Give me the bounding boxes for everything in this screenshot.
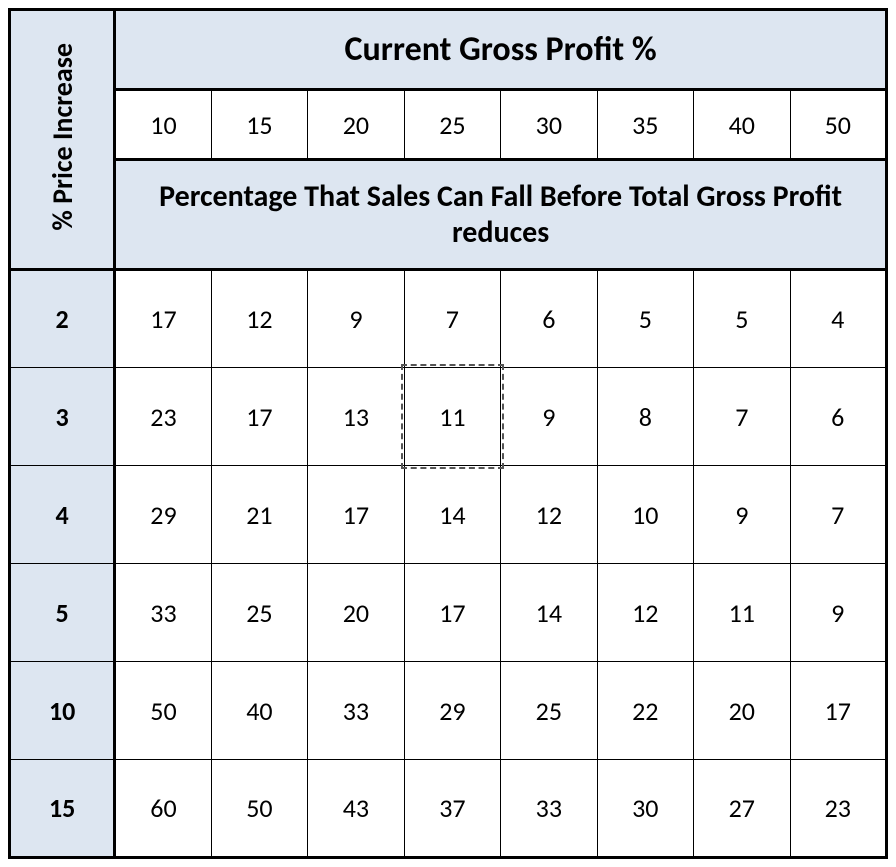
data-cell: 30 xyxy=(597,760,693,858)
data-cell: 11 xyxy=(404,368,500,466)
row-header: 5 xyxy=(10,564,115,662)
data-cell: 5 xyxy=(597,270,693,368)
data-cell: 10 xyxy=(597,466,693,564)
data-cell: 9 xyxy=(501,368,597,466)
data-cell: 13 xyxy=(308,368,404,466)
data-cell: 14 xyxy=(404,466,500,564)
row-header: 15 xyxy=(10,760,115,858)
data-cell: 17 xyxy=(211,368,307,466)
data-cell: 7 xyxy=(404,270,500,368)
row-header: 10 xyxy=(10,662,115,760)
col-header: 50 xyxy=(790,90,886,160)
data-cell: 43 xyxy=(308,760,404,858)
data-cell: 20 xyxy=(694,662,790,760)
data-cell: 25 xyxy=(501,662,597,760)
data-cell: 29 xyxy=(404,662,500,760)
data-cell: 17 xyxy=(115,270,211,368)
data-cell: 12 xyxy=(211,270,307,368)
row-axis-text: % Price Increase xyxy=(45,43,80,231)
top-title: Current Gross Profit % xyxy=(115,10,887,90)
col-header: 10 xyxy=(115,90,211,160)
data-cell: 6 xyxy=(790,368,886,466)
data-cell: 17 xyxy=(308,466,404,564)
row-header: 2 xyxy=(10,270,115,368)
data-cell: 50 xyxy=(115,662,211,760)
data-cell: 11 xyxy=(694,564,790,662)
col-header: 25 xyxy=(404,90,500,160)
col-header: 15 xyxy=(211,90,307,160)
data-cell: 20 xyxy=(308,564,404,662)
data-cell: 29 xyxy=(115,466,211,564)
data-cell: 25 xyxy=(211,564,307,662)
row-header: 3 xyxy=(10,368,115,466)
sub-title: Percentage That Sales Can Fall Before To… xyxy=(115,160,887,270)
data-cell: 60 xyxy=(115,760,211,858)
col-header: 40 xyxy=(694,90,790,160)
data-cell: 7 xyxy=(790,466,886,564)
row-header: 4 xyxy=(10,466,115,564)
data-cell: 8 xyxy=(597,368,693,466)
profit-table: % Price Increase Current Gross Profit % … xyxy=(8,8,888,859)
data-cell: 40 xyxy=(211,662,307,760)
data-cell: 21 xyxy=(211,466,307,564)
data-cell: 7 xyxy=(694,368,790,466)
data-cell: 33 xyxy=(115,564,211,662)
col-header: 30 xyxy=(501,90,597,160)
data-cell: 4 xyxy=(790,270,886,368)
data-cell: 9 xyxy=(790,564,886,662)
data-cell: 6 xyxy=(501,270,597,368)
data-cell: 12 xyxy=(597,564,693,662)
row-axis-label: % Price Increase xyxy=(10,10,115,270)
data-cell: 50 xyxy=(211,760,307,858)
data-cell: 17 xyxy=(404,564,500,662)
data-cell: 9 xyxy=(694,466,790,564)
data-cell: 22 xyxy=(597,662,693,760)
data-cell: 27 xyxy=(694,760,790,858)
data-cell: 37 xyxy=(404,760,500,858)
data-cell: 33 xyxy=(501,760,597,858)
data-cell: 17 xyxy=(790,662,886,760)
data-cell: 23 xyxy=(115,368,211,466)
data-cell: 23 xyxy=(790,760,886,858)
col-header: 35 xyxy=(597,90,693,160)
data-cell: 5 xyxy=(694,270,790,368)
data-cell: 12 xyxy=(501,466,597,564)
col-header: 20 xyxy=(308,90,404,160)
data-cell: 9 xyxy=(308,270,404,368)
data-cell: 14 xyxy=(501,564,597,662)
data-cell: 33 xyxy=(308,662,404,760)
